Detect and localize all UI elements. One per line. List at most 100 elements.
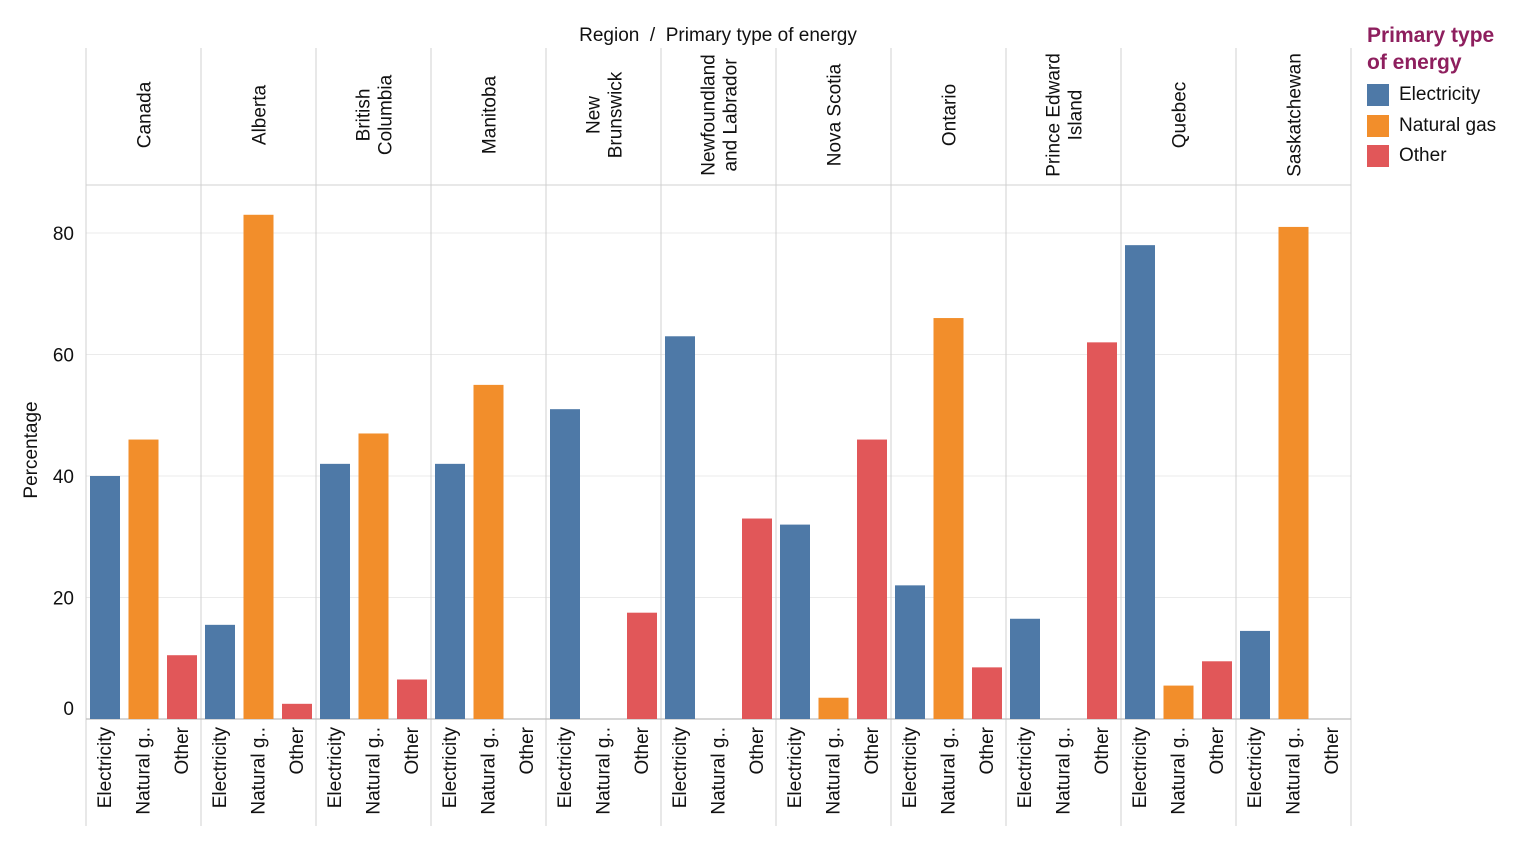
x-tick-label-british-columbia-electricity: Electricity	[325, 727, 346, 809]
x-tick-label-prince-edward-island-natural-g: Natural g..	[1054, 727, 1075, 815]
region-header-newfoundland-and-labrador: Newfoundland and Labrador	[699, 54, 742, 175]
region-header-line: Saskatchewan	[1285, 53, 1306, 177]
legend-label-natural-gas: Natural gas	[1399, 114, 1497, 136]
bar-nova-scotia-other[interactable]	[857, 439, 887, 719]
legend-swatch-natural-gas	[1367, 114, 1389, 137]
x-tick-label-alberta-electricity: Electricity	[210, 727, 231, 809]
bar-prince-edward-island-electricity[interactable]	[1010, 618, 1040, 719]
bar-ontario-electricity[interactable]	[895, 585, 925, 719]
y-tick-label-0: 0	[63, 699, 74, 720]
bar-newfoundland-and-labrador-electricity[interactable]	[665, 336, 695, 719]
x-tick-label-saskatchewan-natural-g: Natural g..	[1284, 727, 1305, 815]
legend-label-electricity: Electricity	[1399, 84, 1481, 106]
x-tick-label-manitoba-electricity: Electricity	[440, 727, 461, 809]
region-header-line: Quebec	[1170, 82, 1191, 149]
region-header-line: British	[354, 89, 375, 142]
region-header-line: Ontario	[940, 84, 961, 146]
x-tick-label-canada-electricity: Electricity	[95, 727, 116, 809]
y-tick-label-80: 80	[53, 224, 74, 245]
x-tick-label-saskatchewan-electricity: Electricity	[1245, 727, 1266, 809]
bar-alberta-natural-gas[interactable]	[243, 214, 274, 719]
x-tick-label-nova-scotia-electricity: Electricity	[785, 727, 806, 809]
region-header-line: Island	[1066, 90, 1087, 141]
bar-canada-natural-gas[interactable]	[128, 439, 159, 719]
bar-alberta-other[interactable]	[282, 703, 312, 719]
legend-item-natural-gas[interactable]: Natural gas	[1367, 111, 1532, 142]
y-tick-label-60: 60	[53, 346, 74, 367]
bar-quebec-other[interactable]	[1202, 661, 1232, 719]
region-header-line: Newfoundland	[699, 54, 720, 175]
x-tick-label-british-columbia-natural-g: Natural g..	[364, 727, 385, 815]
bar-ontario-natural-gas[interactable]	[933, 318, 964, 719]
bar-new-brunswick-electricity[interactable]	[550, 409, 580, 719]
legend-swatch-electricity	[1367, 84, 1389, 107]
chart-title: Region / Primary type of energy	[579, 25, 857, 46]
region-header-ontario: Ontario	[940, 84, 961, 146]
x-tick-label-ontario-other: Other	[977, 726, 998, 774]
x-tick-label-alberta-natural-g: Natural g..	[249, 727, 270, 815]
x-tick-label-canada-other: Other	[172, 726, 193, 774]
x-tick-labels: Electricity Natural g.. Other Electricity Na…	[95, 726, 1343, 814]
legend-item-electricity[interactable]: Electricity	[1367, 80, 1532, 111]
x-tick-label-new-brunswick-other: Other	[632, 726, 653, 774]
bar-british-columbia-other[interactable]	[397, 679, 427, 719]
x-tick-label-quebec-other: Other	[1207, 726, 1228, 774]
region-header-prince-edward-island: Prince Edward Island	[1044, 53, 1087, 177]
region-header-quebec: Quebec	[1170, 82, 1191, 149]
x-tick-label-manitoba-other: Other	[517, 726, 538, 774]
bar-alberta-electricity[interactable]	[205, 624, 235, 719]
y-axis-label: Percentage	[21, 401, 42, 498]
bar-saskatchewan-electricity[interactable]	[1240, 630, 1270, 719]
bar-canada-electricity[interactable]	[90, 476, 120, 719]
x-tick-label-new-brunswick-electricity: Electricity	[555, 727, 576, 809]
region-header-saskatchewan: Saskatchewan	[1285, 53, 1306, 177]
x-tick-label-alberta-other: Other	[287, 726, 308, 774]
region-headers: Canada Alberta British Columbia Manitoba New B…	[135, 53, 1306, 177]
bar-quebec-natural-gas[interactable]	[1163, 685, 1194, 719]
bar-ontario-other[interactable]	[972, 667, 1002, 719]
y-tick-label-40: 40	[53, 467, 74, 488]
legend-title: Primary type of energy	[1367, 22, 1532, 76]
legend: Primary type of energy Electricity Natur…	[1367, 22, 1532, 172]
region-header-line: Brunswick	[606, 71, 627, 158]
x-tick-label-prince-edward-island-electricity: Electricity	[1015, 727, 1036, 809]
bar-british-columbia-natural-gas[interactable]	[358, 433, 389, 719]
gridlines	[86, 232, 1351, 720]
legend-title-line-2: of energy	[1367, 51, 1462, 74]
x-tick-label-british-columbia-other: Other	[402, 726, 423, 774]
bars	[90, 214, 1309, 720]
region-header-line: New	[584, 96, 605, 134]
legend-item-other[interactable]: Other	[1367, 141, 1532, 172]
region-header-line: Canada	[135, 81, 156, 148]
x-tick-label-manitoba-natural-g: Natural g..	[479, 727, 500, 815]
legend-label-other: Other	[1399, 145, 1447, 167]
x-tick-label-quebec-electricity: Electricity	[1130, 727, 1151, 809]
bar-manitoba-natural-gas[interactable]	[473, 384, 504, 719]
region-header-line: Alberta	[250, 84, 271, 145]
x-tick-label-ontario-natural-g: Natural g..	[939, 727, 960, 815]
region-header-nova-scotia: Nova Scotia	[825, 63, 846, 166]
x-tick-label-nova-scotia-other: Other	[862, 726, 883, 774]
bar-new-brunswick-other[interactable]	[627, 612, 657, 719]
region-header-line: and Labrador	[721, 58, 742, 172]
x-tick-label-nova-scotia-natural-g: Natural g..	[824, 727, 845, 815]
x-tick-label-newfoundland-and-labrador-natural-g: Natural g..	[709, 727, 730, 815]
x-tick-label-ontario-electricity: Electricity	[900, 727, 921, 809]
region-header-line: Prince Edward	[1044, 53, 1065, 177]
region-header-alberta: Alberta	[250, 84, 271, 145]
bar-saskatchewan-natural-gas[interactable]	[1278, 226, 1309, 720]
bar-manitoba-electricity[interactable]	[435, 463, 465, 719]
region-header-manitoba: Manitoba	[480, 75, 501, 154]
bar-canada-other[interactable]	[167, 655, 197, 719]
bar-newfoundland-and-labrador-other[interactable]	[742, 518, 772, 719]
bar-quebec-electricity[interactable]	[1125, 245, 1155, 719]
region-header-line: Nova Scotia	[825, 63, 846, 166]
bar-nova-scotia-natural-gas[interactable]	[818, 697, 849, 719]
region-header-canada: Canada	[135, 81, 156, 148]
x-tick-label-prince-edward-island-other: Other	[1092, 726, 1113, 774]
bar-prince-edward-island-other[interactable]	[1087, 342, 1117, 719]
bar-british-columbia-electricity[interactable]	[320, 463, 350, 719]
bar-nova-scotia-electricity[interactable]	[780, 524, 810, 719]
